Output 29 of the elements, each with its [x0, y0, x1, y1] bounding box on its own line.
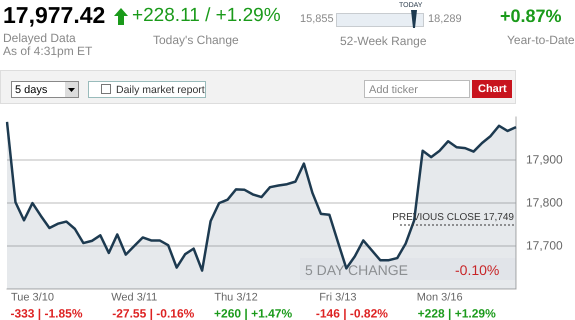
text: Delayed Data	[3, 31, 76, 45]
annotation: 5 DAY CHANGE	[305, 262, 408, 278]
text: Today's Change	[153, 33, 239, 47]
annotation: -0.10%	[455, 262, 500, 278]
text: -333 | -1.85%	[10, 306, 83, 320]
text: +0.87%	[500, 6, 562, 27]
x-tick-label: Wed 3/11	[111, 292, 158, 304]
y-tick-label: 17,700	[526, 238, 564, 252]
text: -146 | -0.82%	[316, 306, 388, 320]
text: Daily market report	[116, 84, 205, 96]
text: Year-to-Date	[507, 33, 575, 47]
x-tick-label: Thu 3/12	[214, 292, 258, 304]
x-tick-label: Tue 3/10	[10, 292, 54, 304]
text: -27.55 | -0.16%	[112, 306, 195, 320]
text: As of 4:31pm ET	[3, 44, 92, 58]
text: 5 days	[15, 84, 48, 96]
text: 17,977.42	[3, 2, 106, 29]
y-tick-label: 17,900	[526, 152, 564, 166]
text: +228 | +1.29%	[418, 306, 496, 320]
text: Chart	[478, 83, 507, 95]
text: +260 | +1.47%	[214, 306, 292, 320]
x-tick-label: Fri 3/13	[319, 292, 356, 304]
y-tick-label: 17,800	[526, 195, 564, 210]
text: 15,855	[300, 13, 334, 25]
text: +228.11 / +1.29%	[132, 5, 281, 27]
x-tick-label: Mon 3/16	[416, 292, 463, 304]
text: 52-Week Range	[340, 34, 426, 48]
text: 18,289	[428, 13, 462, 25]
text: Add ticker	[369, 84, 418, 96]
